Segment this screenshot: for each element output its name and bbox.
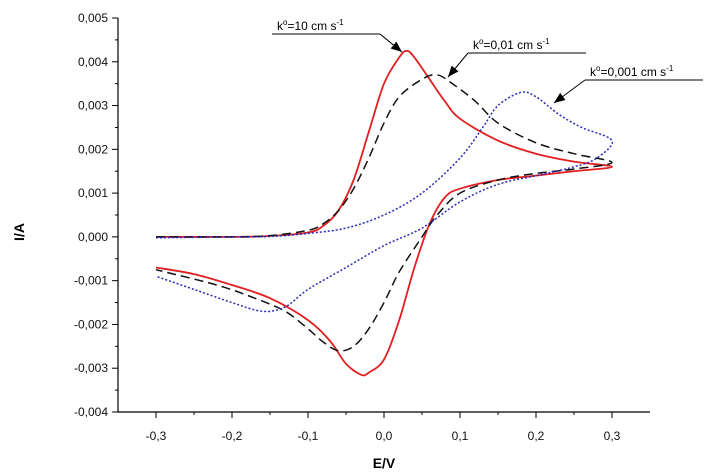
y-tick-label: -0,004	[74, 405, 108, 419]
x-tick-label: -0,1	[298, 429, 319, 443]
annotation-layer: ko=10 cm s-1 ko=0,01 cm s-1 ko=0,001 cm s-…	[272, 18, 703, 104]
y-tick-label: 0,003	[78, 99, 108, 113]
y-tick-label: 0,004	[78, 55, 108, 69]
y-tick-label: -0,001	[74, 274, 108, 288]
plot-frame	[117, 18, 650, 413]
annotation-arrowhead	[448, 65, 459, 77]
x-tick-label: -0,3	[146, 429, 167, 443]
annotation-arrowhead	[554, 92, 566, 103]
x-axis-ticks: -0,3 -0,2 -0,1 0,0 0,1 0,2 0,3	[146, 412, 621, 443]
x-tick-label: 0,1	[452, 429, 469, 443]
x-tick-label: 0,2	[528, 429, 545, 443]
x-tick-label: 0,3	[604, 429, 621, 443]
x-tick-label: -0,2	[222, 429, 243, 443]
y-tick-label: 0,002	[78, 142, 108, 156]
y-tick-label: -0,003	[74, 361, 108, 375]
annotation-label: ko=0,001 cm s-1	[590, 64, 674, 79]
series-k0001-blue-dotted	[155, 91, 614, 313]
y-tick-label: 0,005	[78, 11, 108, 25]
y-tick-label: -0,002	[74, 317, 108, 331]
series-layer	[155, 49, 614, 377]
y-tick-label: 0,000	[78, 230, 108, 244]
y-axis-ticks: -0,004 -0,003 -0,002 -0,001 0,000 0,001 0,002 0…	[74, 11, 118, 419]
annotation-label: ko=10 cm s-1	[277, 18, 344, 33]
series-k001-black-dashed	[155, 73, 613, 352]
x-axis-title: E/V	[373, 455, 396, 471]
annotation-label: ko=0,01 cm s-1	[473, 37, 550, 52]
x-tick-label: 0,0	[376, 429, 393, 443]
annotation-arrowhead	[390, 41, 402, 52]
y-axis-title: I/A	[11, 223, 27, 241]
y-tick-label: 0,001	[78, 186, 108, 200]
series-k10-red-solid	[155, 49, 613, 377]
